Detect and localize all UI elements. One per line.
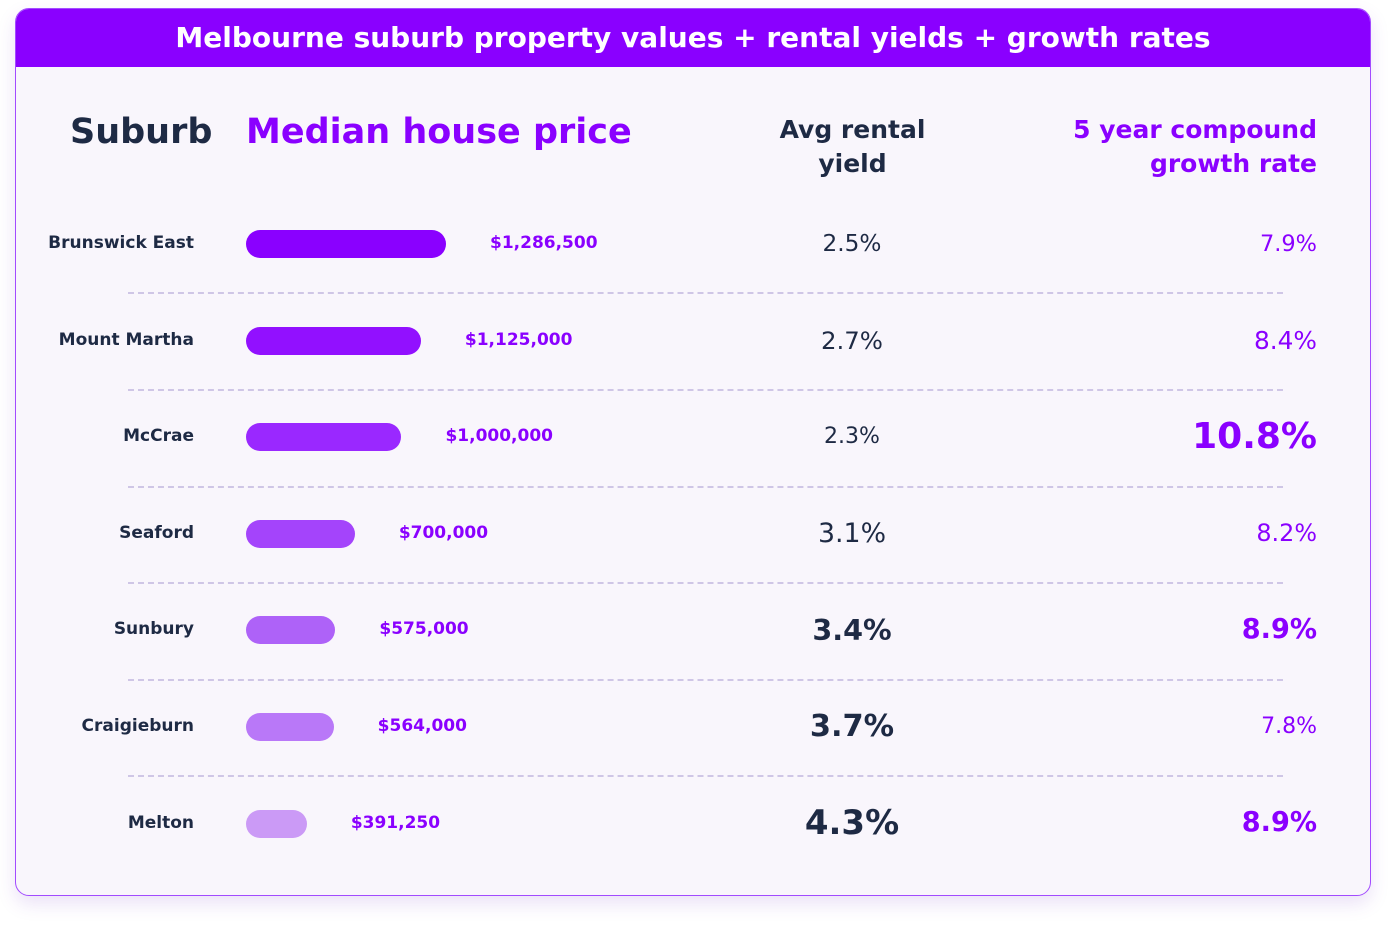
row-separator [128, 485, 1283, 488]
yield-value: 2.7% [821, 325, 883, 355]
column-header: 5 year compound growth rate [1073, 115, 1317, 178]
row-separator [128, 775, 1283, 778]
growth-value: 7.8% [1261, 713, 1317, 739]
growth-value: 10.8% [1192, 415, 1317, 457]
row-label: Mount Martha [58, 329, 194, 350]
yield-value: 4.3% [804, 803, 900, 844]
growth-value: 8.9% [1241, 807, 1317, 839]
row-label: Melton [127, 812, 194, 833]
bar [246, 423, 402, 452]
bar [246, 519, 355, 548]
row-separator [128, 582, 1283, 585]
value-label: $1,125,000 [464, 329, 573, 350]
value-label: $700,000 [398, 522, 489, 543]
row-separator [128, 292, 1283, 295]
chart-title: Melbourne suburb property values + renta… [16, 9, 1370, 67]
row-label: Brunswick East [48, 233, 194, 253]
value-label: $1,286,500 [490, 233, 598, 253]
bar [246, 713, 334, 741]
card: Melbourne suburb property values + renta… [15, 8, 1371, 896]
growth-value: 8.2% [1256, 519, 1317, 548]
yield-value: 3.7% [809, 708, 895, 744]
value-label: $575,000 [379, 619, 469, 640]
yield-value: 3.4% [812, 613, 892, 648]
row-label: McCrae [123, 426, 194, 447]
yield-value: 2.5% [822, 230, 882, 258]
row-label: Sunbury [113, 619, 194, 640]
value-label: $1,000,000 [445, 426, 553, 447]
bar [246, 230, 446, 258]
yield-value: 3.1% [817, 517, 887, 549]
growth-value: 8.4% [1254, 325, 1317, 355]
column-header: Avg rental yield [779, 115, 926, 178]
column-header: Median house price [246, 112, 632, 152]
row-label: Craigieburn [81, 716, 194, 736]
column-header: Suburb [70, 112, 213, 152]
bar [246, 326, 421, 355]
growth-value: 8.9% [1241, 614, 1317, 646]
yield-value: 2.3% [824, 424, 880, 449]
bar [246, 616, 336, 645]
row-separator [128, 678, 1283, 681]
bar [246, 809, 307, 838]
value-label: $391,250 [350, 812, 441, 833]
row-separator [128, 388, 1283, 391]
value-label: $564,000 [377, 716, 467, 736]
growth-value: 7.9% [1259, 230, 1317, 257]
row-label: Seaford [119, 522, 194, 543]
